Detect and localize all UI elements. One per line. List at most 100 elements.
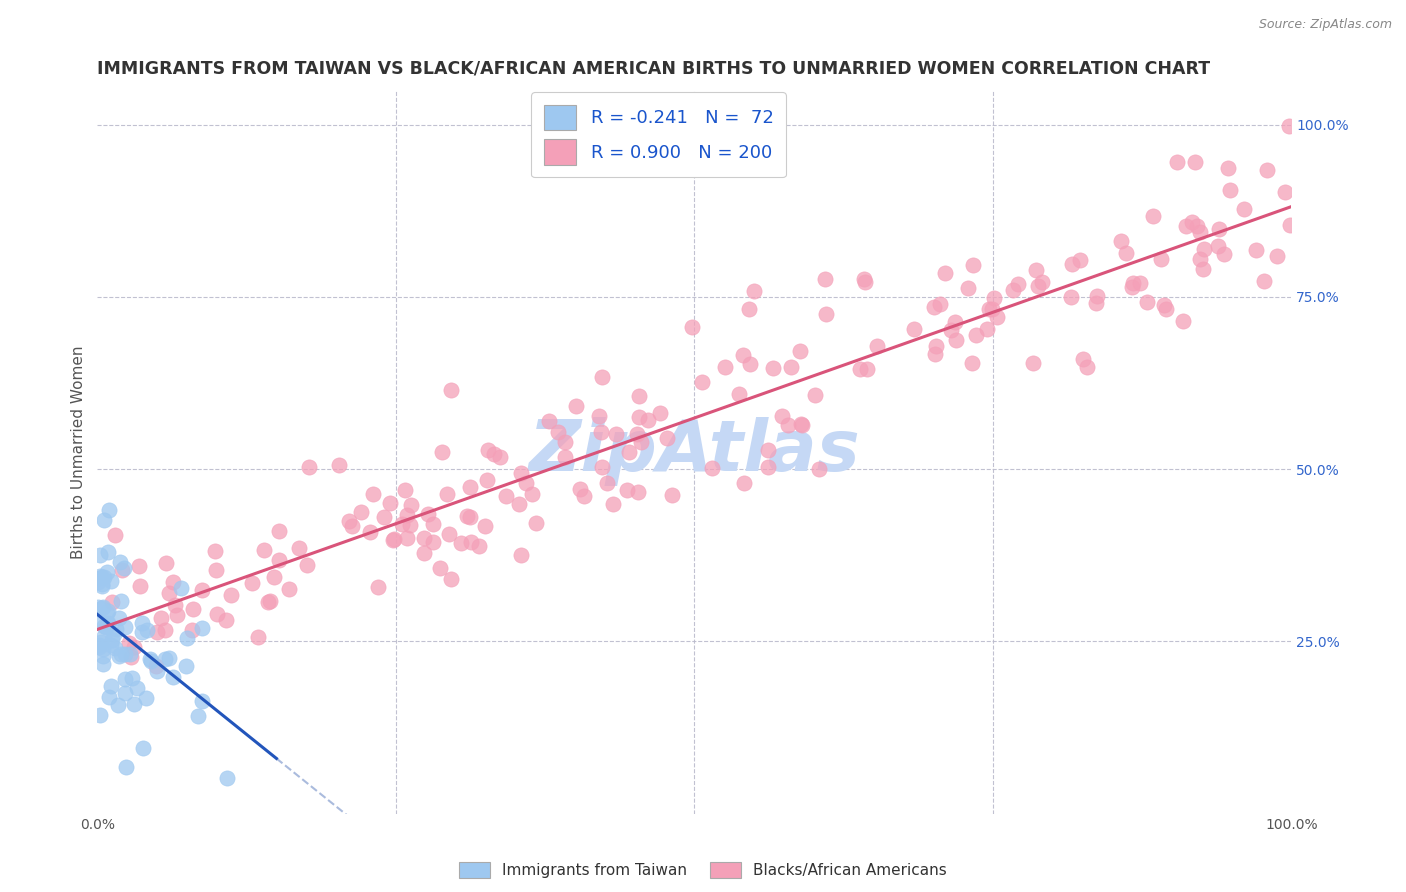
Point bbox=[114, 686, 136, 700]
Point bbox=[412, 531, 434, 545]
Point bbox=[129, 579, 152, 593]
Point bbox=[98, 503, 121, 517]
Point bbox=[108, 649, 131, 664]
Point bbox=[762, 361, 785, 376]
Point bbox=[103, 627, 125, 641]
Point bbox=[595, 476, 617, 491]
Point bbox=[418, 507, 440, 521]
Point bbox=[477, 443, 499, 458]
Point bbox=[87, 600, 110, 615]
Point bbox=[89, 569, 111, 583]
Point bbox=[928, 296, 950, 310]
Point bbox=[482, 447, 505, 461]
Point bbox=[259, 594, 281, 608]
Point bbox=[90, 635, 112, 649]
Point bbox=[288, 541, 311, 556]
Point bbox=[619, 445, 641, 459]
Point bbox=[181, 602, 204, 616]
Point bbox=[215, 613, 238, 627]
Point bbox=[100, 574, 122, 588]
Point bbox=[104, 622, 127, 636]
Point bbox=[440, 572, 463, 586]
Point bbox=[855, 362, 877, 376]
Point bbox=[934, 267, 956, 281]
Point bbox=[1142, 209, 1164, 223]
Point bbox=[1021, 356, 1043, 370]
Point bbox=[960, 355, 983, 369]
Point bbox=[93, 648, 115, 663]
Point bbox=[96, 606, 118, 620]
Point bbox=[924, 347, 946, 361]
Point bbox=[1150, 252, 1173, 267]
Point bbox=[1121, 280, 1143, 294]
Point bbox=[361, 487, 384, 501]
Point bbox=[957, 281, 980, 295]
Point bbox=[122, 640, 145, 654]
Point bbox=[1002, 283, 1025, 297]
Text: IMMIGRANTS FROM TAIWAN VS BLACK/AFRICAN AMERICAN BIRTHS TO UNMARRIED WOMEN CORRE: IMMIGRANTS FROM TAIWAN VS BLACK/AFRICAN … bbox=[97, 60, 1211, 78]
Point bbox=[97, 616, 120, 631]
Point bbox=[458, 480, 481, 494]
Point bbox=[728, 387, 751, 401]
Point bbox=[328, 458, 350, 472]
Point bbox=[588, 409, 610, 423]
Point bbox=[1274, 185, 1296, 199]
Point bbox=[866, 339, 889, 353]
Point bbox=[342, 519, 364, 533]
Point bbox=[256, 595, 278, 609]
Point bbox=[97, 616, 120, 631]
Point bbox=[395, 508, 418, 523]
Point bbox=[176, 631, 198, 645]
Point bbox=[1060, 290, 1083, 304]
Point bbox=[350, 505, 373, 519]
Point bbox=[630, 434, 652, 449]
Point bbox=[1076, 359, 1098, 374]
Point bbox=[1233, 202, 1256, 216]
Point bbox=[87, 640, 110, 654]
Point bbox=[132, 741, 155, 756]
Point bbox=[118, 636, 141, 650]
Point bbox=[1129, 276, 1152, 290]
Point bbox=[131, 615, 153, 630]
Point bbox=[97, 545, 120, 559]
Point bbox=[742, 284, 765, 298]
Point bbox=[205, 607, 228, 621]
Point bbox=[146, 624, 169, 639]
Point bbox=[93, 570, 115, 584]
Point bbox=[104, 641, 127, 656]
Point bbox=[1069, 252, 1091, 267]
Point bbox=[510, 466, 533, 480]
Point bbox=[359, 524, 381, 539]
Point bbox=[187, 709, 209, 723]
Point bbox=[627, 410, 650, 425]
Point bbox=[945, 333, 967, 347]
Point bbox=[468, 539, 491, 553]
Point bbox=[157, 586, 180, 600]
Point bbox=[815, 307, 838, 321]
Point bbox=[89, 571, 111, 585]
Point bbox=[450, 536, 472, 550]
Point bbox=[90, 577, 112, 591]
Point bbox=[1192, 242, 1215, 256]
Point bbox=[430, 444, 453, 458]
Point bbox=[1184, 155, 1206, 169]
Point bbox=[396, 531, 419, 545]
Point bbox=[1174, 219, 1197, 233]
Point bbox=[373, 509, 395, 524]
Point bbox=[1026, 278, 1049, 293]
Point bbox=[1192, 262, 1215, 277]
Point bbox=[1219, 183, 1241, 197]
Point bbox=[162, 670, 184, 684]
Point bbox=[91, 601, 114, 615]
Point bbox=[853, 272, 876, 286]
Point bbox=[107, 698, 129, 713]
Point bbox=[650, 406, 672, 420]
Point bbox=[221, 588, 243, 602]
Point bbox=[637, 413, 659, 427]
Point bbox=[263, 570, 285, 584]
Point bbox=[181, 623, 204, 637]
Point bbox=[1166, 154, 1188, 169]
Point bbox=[87, 574, 110, 589]
Point bbox=[394, 483, 416, 497]
Point bbox=[422, 535, 444, 549]
